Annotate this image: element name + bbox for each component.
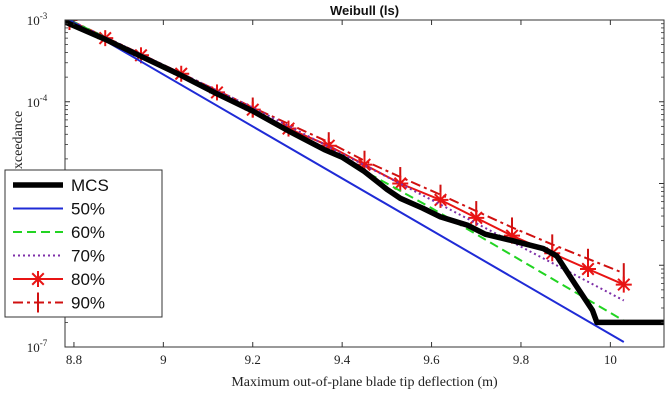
x-tick-label-2: 9.2 [245, 352, 261, 367]
legend: MCS 50% 60% 70% 80% 90% [4, 169, 163, 318]
series-line-mcs [65, 20, 664, 326]
series-line-50pct [68, 20, 625, 343]
y-tick-label-0: 10-7 [27, 338, 48, 355]
legend-label-60pct: 60% [71, 223, 105, 242]
legend-label-70pct: 70% [71, 247, 105, 266]
series-line-90pct [69, 20, 625, 275]
data-point-80pct-15 [615, 276, 632, 293]
chart-title: Weibull (ls) [330, 3, 399, 18]
data-point-80pct-9-d2 [393, 177, 407, 190]
legend-label-50pct: 50% [71, 200, 105, 219]
data-point-80pct-8 [356, 156, 373, 173]
y-tick-label-3: 10-4 [27, 93, 48, 110]
legend-marker-80pct [30, 271, 46, 287]
legend-box [4, 169, 163, 318]
x-tick-label-3: 9.4 [334, 352, 351, 367]
x-tick-label-0: 8.8 [66, 352, 82, 367]
data-point-80pct-10-d2 [434, 193, 447, 207]
legend-label-mcs: MCS [71, 176, 109, 195]
y-tick-label-4: 10-3 [27, 11, 48, 28]
legend-marker-80pct-d2 [31, 272, 45, 286]
series-mcs [65, 20, 664, 326]
data-point-80pct-9 [392, 175, 409, 192]
x-tick-label-1: 9 [160, 352, 167, 367]
x-tick-label-4: 9.6 [423, 352, 440, 367]
x-tick-label-5: 9.8 [513, 352, 529, 367]
series-layer [65, 20, 664, 343]
legend-label-90pct: 90% [71, 294, 105, 313]
data-point-80pct-14-d2 [581, 262, 595, 276]
x-axis-label: Maximum out-of-plane blade tip deflectio… [231, 375, 498, 390]
data-point-80pct-11 [468, 209, 485, 226]
data-point-80pct-14 [580, 260, 597, 277]
series-50pct [68, 20, 625, 343]
legend-label-80pct: 80% [71, 270, 105, 289]
data-point-80pct-10 [432, 191, 449, 208]
data-point-80pct-15-d2 [617, 278, 631, 292]
x-tick-label-6: 10 [604, 352, 617, 367]
